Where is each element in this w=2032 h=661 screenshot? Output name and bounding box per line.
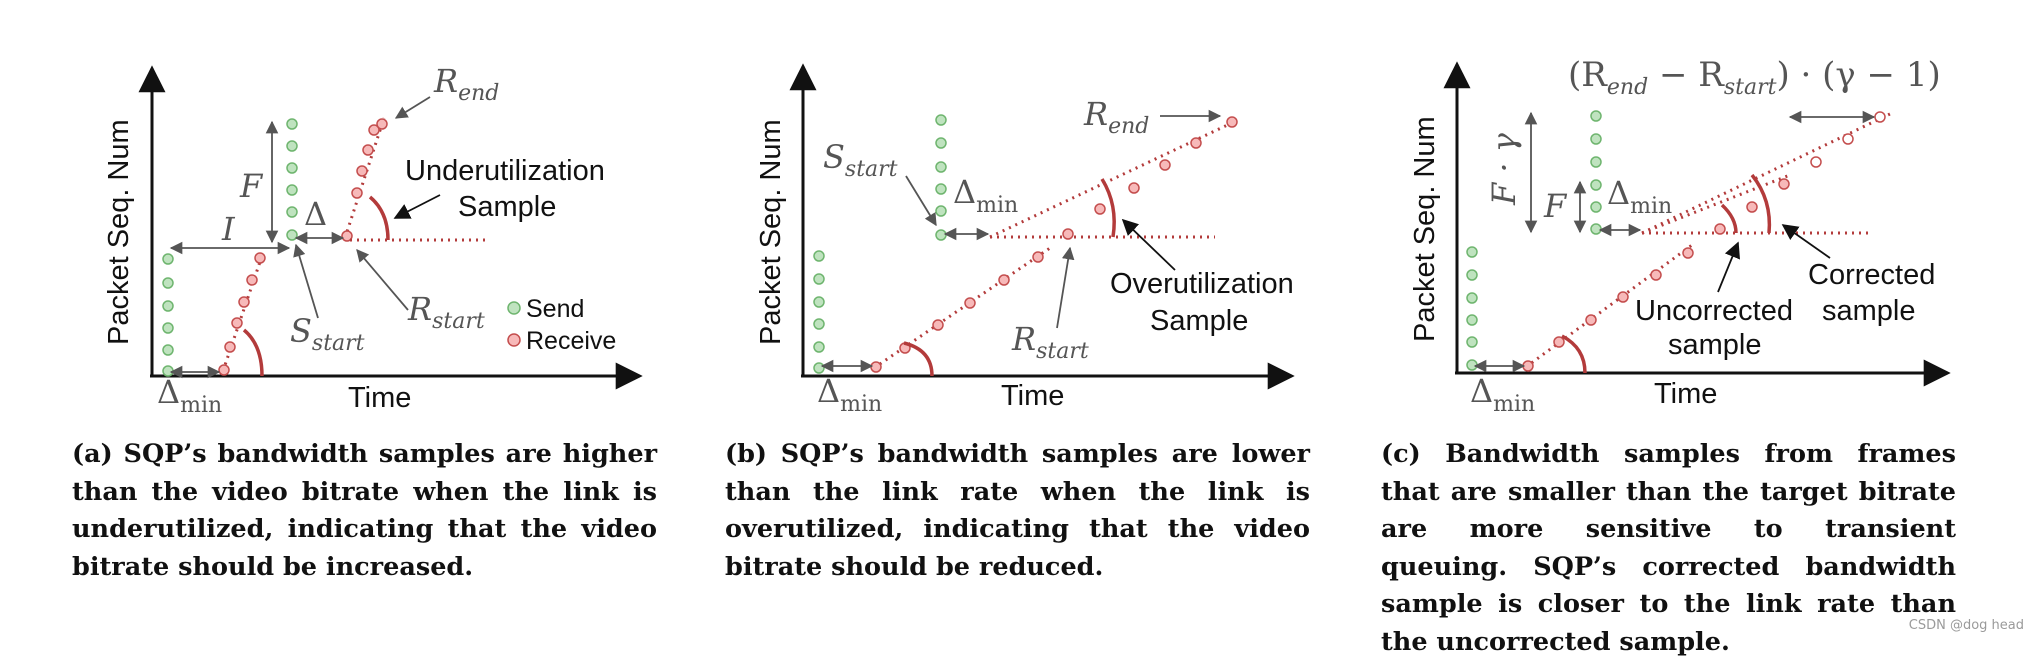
panel-a-caption: (a) SQP’s bandwidth samples are higher t… — [72, 439, 657, 582]
panel-a-legend-send-label: Send — [526, 295, 584, 323]
panel-a-r-end-label: Rend — [433, 62, 499, 106]
panel-b-sample-label-line1: Overutilization — [1110, 268, 1294, 300]
panel-c-delta-min-label: Δmin — [1470, 372, 1535, 417]
panel-b-s-start-pointer — [905, 175, 937, 227]
panel-a-receive-line-upper — [343, 117, 386, 239]
panel-a-angle-arc-lower — [242, 328, 264, 377]
panel-a-delta-min-label: Δmin — [157, 373, 222, 418]
panel-c-x-axis-label: Time — [1654, 378, 1717, 410]
panel-c-F-label: F — [1543, 187, 1568, 225]
panel-a-y-axis-label: Packet Seq. Num — [103, 119, 135, 345]
panel-c: Packet Seq. Num Time — [1409, 55, 1951, 417]
panel-b-send-dots-upper — [935, 114, 947, 241]
panel-a-angle-arc-upper — [368, 195, 390, 241]
panel-a-sample-pointer — [393, 194, 441, 219]
panel-c-caption: (c) Bandwidth samples from frames that a… — [1381, 439, 1956, 657]
panel-a-s-start-pointer — [293, 243, 319, 319]
panel-b-delta-min-upper-label: Δmin — [953, 173, 1018, 218]
panel-c-y-axis-label: Packet Seq. Num — [1409, 116, 1441, 342]
panel-a-sample-label-line2: Sample — [458, 191, 556, 223]
panel-b-delta-min-label: Δmin — [817, 372, 882, 417]
panel-c-send-dots-upper — [1590, 110, 1602, 235]
panel-a-send-dots-lower — [162, 253, 174, 377]
panel-c-uncorrected-label-line2: sample — [1668, 329, 1762, 361]
panel-c-uncorrected-label-line1: Uncorrected — [1635, 295, 1793, 327]
panel-a-legend-receive-dot — [507, 333, 521, 347]
panel-a-s-start-label: Sstart — [290, 312, 365, 356]
panel-c-projected-dots — [1810, 111, 1886, 168]
panel-a-delta-label: Δ — [304, 195, 327, 233]
panel-c-angle-arc-corrected — [1750, 173, 1772, 234]
panel-a-legend-send-dot — [507, 301, 521, 315]
panel-a-I-label: I — [221, 210, 236, 248]
panel-b-send-dots-lower — [813, 250, 825, 374]
panel-b-s-start-label: Sstart — [823, 138, 898, 182]
panel-b: Packet Seq. Num Time Δmin Δmin — [755, 63, 1295, 417]
panel-a-receive-dots-lower — [218, 252, 266, 376]
panel-b-x-axis-label: Time — [1001, 380, 1064, 412]
panel-b-caption: (b) SQP’s bandwidth samples are lower th… — [725, 439, 1310, 582]
panel-c-angle-arc-lower — [1561, 334, 1587, 374]
panel-b-receive-dots-upper — [1062, 116, 1238, 240]
panel-b-r-start-pointer — [1056, 246, 1075, 329]
panel-a-legend-receive-label: Receive — [526, 327, 616, 355]
panel-b-angle-arc-upper — [1100, 178, 1116, 238]
panel-c-receive-dots-lower — [1522, 247, 1694, 372]
panel-a: Packet Seq. Num Time — [103, 62, 643, 418]
panel-b-r-end-label: Rend — [1083, 95, 1149, 139]
panel-a-F-label: F — [239, 167, 264, 205]
panel-b-sample-pointer — [1121, 218, 1176, 271]
panel-b-angle-arc-lower — [903, 341, 934, 377]
panel-a-sample-label-line1: Underutilization — [405, 155, 605, 187]
panel-c-corrected-line — [1641, 112, 1891, 235]
panel-c-corrected-pointer — [1781, 224, 1831, 259]
panel-a-r-end-pointer — [394, 96, 431, 119]
panel-a-r-start-pointer — [356, 249, 409, 311]
panel-c-uncorrected-pointer — [1717, 241, 1740, 293]
panel-a-receive-line-lower — [221, 255, 264, 372]
panel-b-y-axis-label: Packet Seq. Num — [755, 119, 787, 345]
panel-a-x-axis-label: Time — [348, 382, 411, 414]
panel-c-angle-arc-uncorrected — [1720, 203, 1738, 234]
panel-c-corrected-label-line2: sample — [1822, 295, 1916, 327]
panel-c-delta-min-upper-label: Δmin — [1607, 174, 1672, 219]
panel-a-send-dots-upper — [286, 118, 298, 241]
panel-a-receive-dots-upper — [341, 118, 388, 242]
panel-b-r-start-label: Rstart — [1011, 320, 1089, 364]
panel-c-F-gamma-label: F · γ — [1485, 132, 1523, 206]
panel-a-r-start-label: Rstart — [407, 290, 485, 334]
panel-b-sample-label-line2: Sample — [1150, 305, 1248, 337]
panel-c-formula: (Rend − Rstart) · (γ − 1) — [1568, 55, 1941, 100]
watermark: CSDN @dog head — [1908, 618, 2024, 633]
panel-c-receive-dots-upper — [1714, 178, 1790, 235]
figure-canvas: Packet Seq. Num Time — [103, 55, 1951, 418]
panel-c-corrected-label-line1: Corrected — [1808, 259, 1935, 291]
panel-c-send-dots-lower — [1466, 246, 1478, 371]
